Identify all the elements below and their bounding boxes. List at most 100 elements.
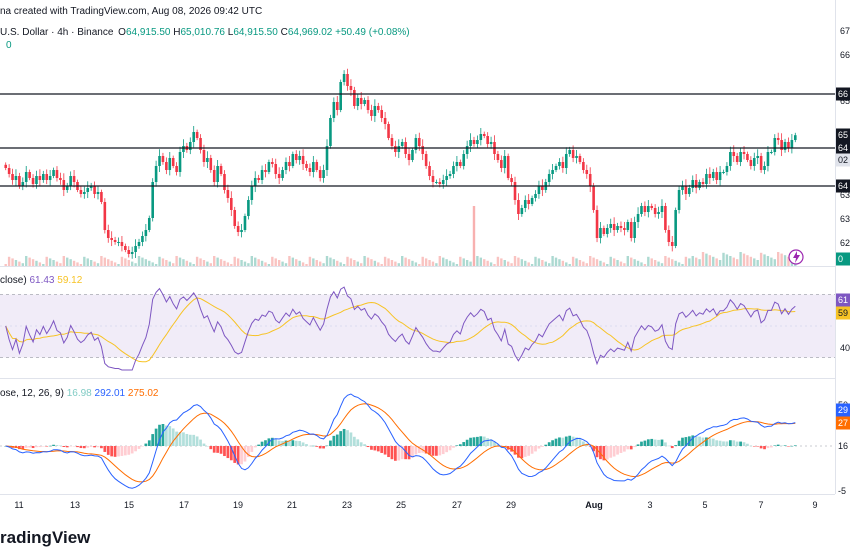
volume-bar — [154, 264, 158, 266]
tradingview-logo[interactable]: radingView — [0, 528, 91, 547]
candle-body — [503, 156, 507, 168]
macd-histogram-bar — [35, 446, 38, 448]
macd-histogram-bar — [564, 436, 568, 446]
macd-line-legend: 292.01 — [94, 388, 126, 399]
macd-histogram-bar — [759, 446, 763, 449]
macd-histogram-bar — [308, 445, 312, 447]
macd-histogram-bar — [523, 446, 527, 457]
candle-body — [277, 174, 281, 178]
macd-histogram-bar — [86, 446, 90, 448]
candle-body — [623, 228, 626, 230]
candle-body — [496, 154, 500, 160]
macd-tag-bg — [836, 403, 850, 417]
time-axis-label: 27 — [452, 500, 462, 510]
volume-bar — [370, 259, 373, 266]
volume-bar — [568, 264, 571, 266]
candle-body — [144, 230, 148, 236]
candle-body — [199, 138, 202, 150]
macd-legend: ose, 12, 26, 9) 16.98 292.01 275.02 — [0, 388, 159, 399]
macd-histogram-bar — [763, 446, 766, 450]
macd-histogram-bar — [691, 435, 695, 446]
volume-bar — [630, 257, 633, 266]
macd-tag: 29 — [838, 405, 848, 415]
candle-body — [513, 182, 517, 200]
macd-histogram-bar — [168, 426, 172, 446]
macd-histogram-bar — [674, 445, 678, 446]
macd-histogram-bar — [698, 436, 701, 446]
volume-bar — [565, 262, 568, 266]
volume-bar — [257, 259, 260, 266]
volume-bar — [298, 260, 301, 266]
candle-body — [783, 142, 787, 150]
candle-body — [339, 82, 342, 110]
volume-bar — [189, 262, 192, 266]
macd-histogram-bar — [270, 437, 274, 446]
macd-histogram-bar — [113, 446, 117, 457]
volume-bar — [209, 263, 212, 266]
candle-body — [346, 74, 349, 86]
candle-body — [479, 134, 483, 140]
macd-hist-legend: 16.98 — [66, 388, 92, 399]
candle-body — [288, 162, 291, 166]
volume-bar — [763, 254, 766, 266]
macd-histogram-bar — [253, 446, 257, 448]
macd-histogram-bar — [667, 445, 671, 447]
macd-histogram-bar — [55, 445, 59, 446]
candle-body — [356, 98, 360, 106]
volume-bar — [14, 260, 18, 266]
macd-histogram-bar — [216, 446, 219, 453]
change-value: +50.49 (+0.08%) — [335, 27, 410, 38]
volume-bar — [25, 256, 28, 266]
volume-bar — [377, 262, 380, 266]
macd-histogram-bar — [329, 440, 332, 446]
volume-bar — [606, 264, 609, 266]
volume-bar — [431, 261, 435, 266]
volume-bar — [103, 257, 107, 266]
volume-bar — [387, 258, 390, 266]
symbol-label[interactable]: U.S. Dollar · 4h · Binance — [0, 27, 114, 38]
macd-histogram-bar — [780, 445, 783, 447]
candle-body — [715, 172, 718, 180]
candle-body — [609, 224, 613, 228]
candle-body — [366, 100, 370, 110]
candle-body — [770, 152, 773, 153]
rsi-ma-tag-bg — [836, 306, 850, 320]
volume-bar — [83, 256, 86, 266]
candle-body — [209, 158, 213, 170]
close-value: 64,969.02 — [287, 27, 333, 38]
volume-bar — [76, 262, 79, 266]
candle-body — [151, 182, 154, 218]
volume-bar — [746, 255, 749, 266]
macd-histogram-bar — [417, 446, 421, 453]
candle-body — [776, 138, 780, 140]
candle-body — [592, 186, 595, 210]
volume-bar — [366, 257, 370, 266]
level-tag-bg — [836, 87, 850, 101]
level-tag-bg — [836, 179, 850, 193]
rsi-legend-value: 61.43 — [29, 275, 55, 286]
macd-histogram-bar — [352, 436, 356, 446]
candle-body — [243, 216, 247, 230]
macd-histogram-bar — [370, 446, 373, 450]
volume-bar — [424, 258, 428, 266]
candle-body — [141, 236, 144, 242]
macd-histogram-bar — [48, 445, 52, 447]
alert-icon[interactable] — [788, 249, 804, 265]
volume-bar — [705, 253, 708, 266]
volume-bar — [541, 260, 544, 266]
candle-body — [472, 140, 476, 144]
macd-histogram-bar — [568, 435, 572, 446]
volume-bar — [688, 258, 691, 266]
volume-bar — [517, 257, 520, 266]
volume-bar — [513, 256, 517, 266]
candle-body — [188, 142, 192, 150]
candle-body — [647, 206, 650, 212]
volume-bar — [667, 257, 671, 266]
macd-histogram-bar — [558, 437, 561, 446]
volume-bar — [288, 256, 291, 266]
candle-body — [7, 168, 11, 174]
volume-bar — [544, 261, 547, 266]
volume-bar — [414, 262, 418, 266]
volume-bar — [742, 253, 746, 266]
